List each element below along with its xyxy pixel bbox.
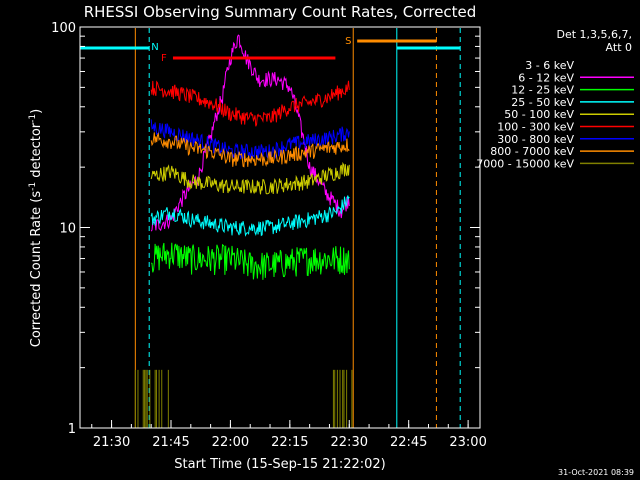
x-tick-label-0: 21:30: [93, 435, 130, 450]
y-tick-label-1: 10: [59, 222, 76, 237]
legend-label-1: 6 - 12 keV: [518, 71, 574, 84]
x-tick-label-6: 23:00: [449, 435, 486, 450]
legend-label-7: 800 - 7000 keV: [490, 145, 574, 158]
series-line-5: [150, 80, 350, 127]
x-tick-label-4: 22:30: [331, 435, 368, 450]
legend-label-5: 100 - 300 keV: [497, 121, 574, 134]
chart-title: RHESSI Observing Summary Count Rates, Co…: [84, 3, 477, 21]
legend-label-2: 12 - 25 keV: [511, 84, 574, 97]
x-axis-label: Start Time (15-Sep-15 21:22:02): [174, 457, 385, 472]
legend-label-3: 25 - 50 keV: [511, 96, 574, 109]
x-tick-label-5: 22:45: [390, 435, 427, 450]
series-line-2: [150, 242, 350, 280]
x-tick-label-1: 21:45: [152, 435, 189, 450]
y-axis-label-mid: detector: [29, 122, 44, 182]
series-line-3: [150, 195, 350, 237]
legend-label-4: 50 - 100 keV: [504, 108, 574, 121]
x-tick-label-2: 22:00: [212, 435, 249, 450]
legend-title-line1: Det 1,3,5,6,7,: [556, 28, 632, 41]
x-tick-label-3: 22:15: [271, 435, 308, 450]
night-label: N: [151, 42, 158, 53]
legend-label-6: 300 - 800 keV: [497, 133, 574, 146]
plot-area: NF S: [79, 28, 461, 428]
y-axis: 1 10 100: [51, 21, 480, 437]
legend-label-8: 7000 - 15000 keV: [476, 157, 574, 170]
flare-label: F: [161, 53, 167, 64]
y-tick-label-0: 1: [68, 422, 76, 437]
series-line-7: [150, 132, 350, 168]
legend-title-line2: Att 0: [606, 41, 632, 54]
saa-label: S: [345, 36, 351, 47]
y-tick-label-2: 100: [51, 21, 76, 36]
x-axis: 21:30 21:45 22:00 22:15 22:30 22:45 23:00: [91, 420, 487, 450]
y-axis-label-end: ): [29, 109, 44, 114]
y-axis-label-main: Corrected Count Rate (s: [29, 191, 44, 348]
y-axis-label-sup1: -1: [28, 182, 38, 191]
series-line-4: [150, 161, 350, 195]
y-axis-label: Corrected Count Rate (s-1 detector-1): [28, 109, 44, 347]
timestamp: 31-Oct-2021 08:39: [558, 468, 634, 477]
legend-label-0: 3 - 6 keV: [525, 59, 574, 72]
y-axis-label-sup2: -1: [28, 114, 38, 123]
